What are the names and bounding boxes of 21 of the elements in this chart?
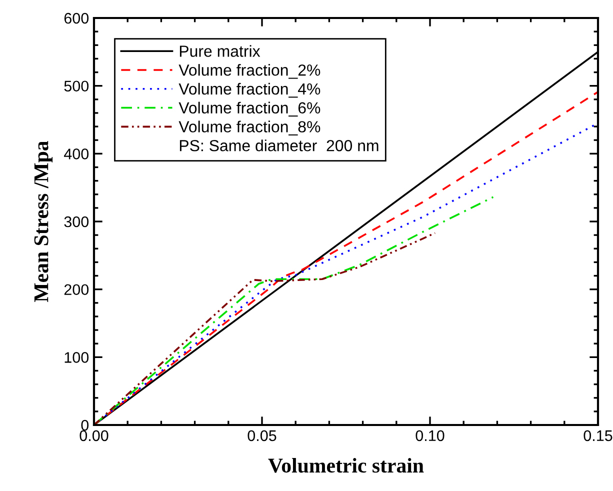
x-tick-label: 0.00 [80,430,108,442]
legend-label: Volume fraction_8% [178,120,320,136]
x-tick-label: 0.15 [584,430,612,442]
x-axis-title: Volumetric strain [268,458,424,473]
annotation: PS: Same diameter 200 nm [180,140,378,152]
line-series [94,196,494,425]
line-series [94,232,436,425]
y-tick-label: 400 [64,148,89,160]
legend-label: Volume fraction_4% [178,82,320,98]
y-tick-label: 600 [64,12,89,24]
y-axis-title: Mean Stress /Mpa [34,140,53,302]
x-tick-label: 0.10 [416,430,444,442]
legend-label: Pure matrix [180,45,260,57]
y-tick-label: 200 [64,284,89,296]
y-tick-label: 100 [64,352,89,363]
x-tick-label: 0.05 [248,430,276,442]
legend-label: Volume fraction_6% [178,102,320,117]
y-tick-label: 500 [64,80,89,92]
y-tick-label: 0 [81,420,89,431]
y-tick-label: 300 [64,216,89,228]
legend-label: Volume fraction_2% [178,64,320,79]
